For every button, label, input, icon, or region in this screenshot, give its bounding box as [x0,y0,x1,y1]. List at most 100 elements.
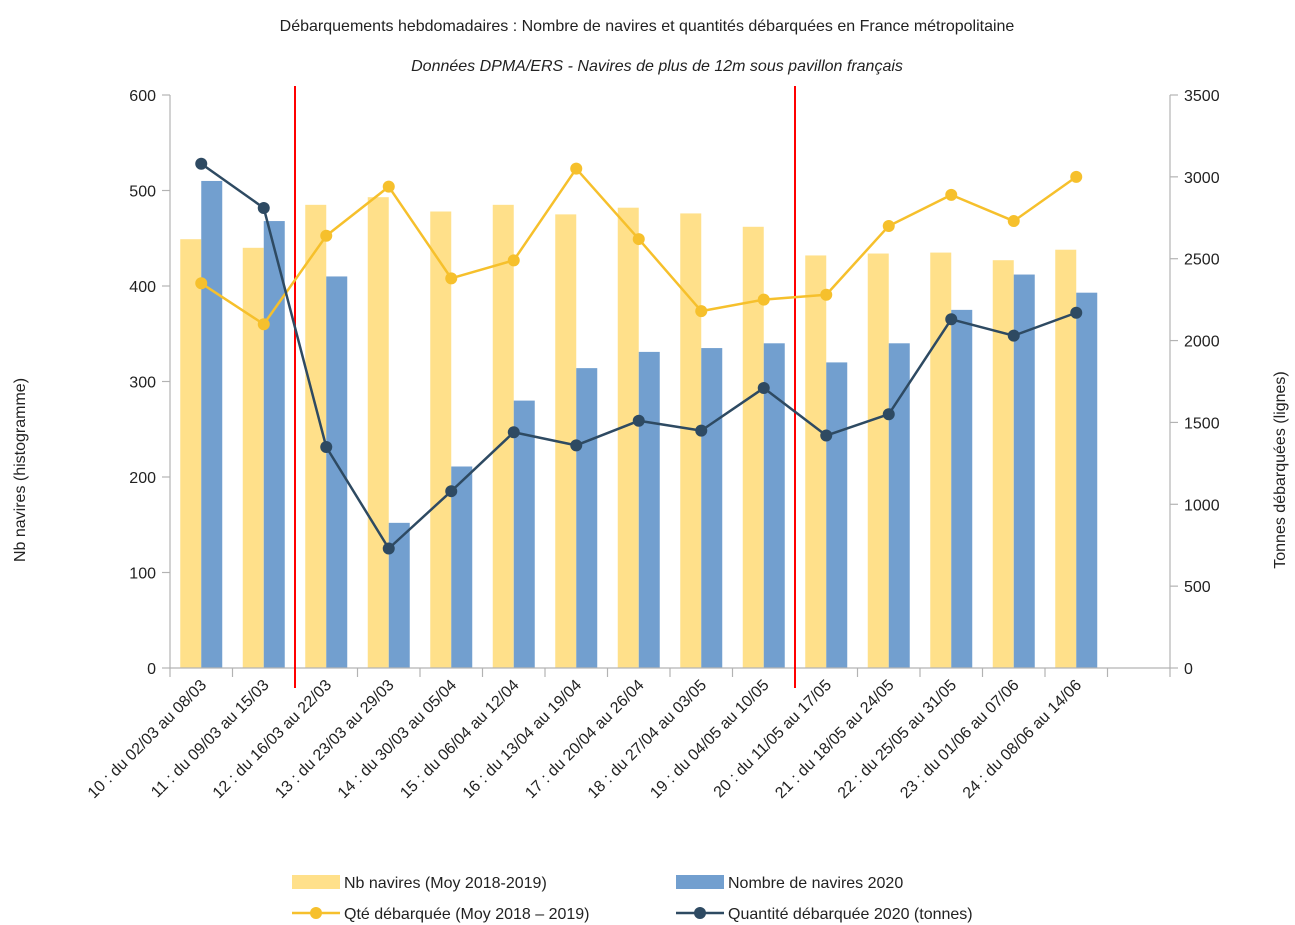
x-tick-label: 10 : du 02/03 au 08/03 [85,677,210,802]
bar-2020-2 [326,276,348,668]
point-2020-0 [195,157,208,170]
bar-2020-7 [638,351,660,668]
point-moy-3 [382,180,395,193]
point-2020-5 [507,426,520,439]
bar-moy-4 [430,211,452,668]
y-left-tick-label: 600 [129,88,156,105]
bar-2020-10 [826,362,848,668]
x-tick-label: 24 : du 08/06 au 14/06 [960,677,1085,802]
y-right-tick-label: 1000 [1184,497,1220,514]
x-tick-label: 18 : du 27/04 au 03/05 [585,677,710,802]
point-moy-0 [195,277,208,290]
bar-2020-13 [1013,274,1035,668]
bar-moy-13 [992,260,1014,668]
lines-layer [195,157,1083,555]
bar-2020-5 [513,400,535,668]
point-moy-10 [820,288,833,301]
point-moy-5 [507,254,520,267]
y-left-tick-label: 200 [129,470,156,487]
bar-2020-11 [888,343,910,668]
legend-swatch-1 [676,875,724,889]
y-left-tick-label: 400 [129,279,156,296]
bar-moy-2 [305,204,327,668]
bar-moy-5 [492,204,514,668]
legend-swatch-marker-3 [694,907,706,919]
point-2020-1 [257,201,270,214]
point-moy-7 [632,233,645,246]
bar-moy-10 [805,255,827,668]
bar-2020-14 [1076,292,1098,668]
y-right-tick-label: 1500 [1184,415,1220,432]
point-moy-8 [695,305,708,318]
point-moy-4 [445,272,458,285]
point-2020-7 [632,414,645,427]
point-2020-2 [320,440,333,453]
point-moy-13 [1007,215,1020,228]
point-moy-12 [945,188,958,201]
point-moy-2 [320,229,333,242]
y-left-tick-label: 100 [129,566,156,583]
x-tick-label: 13 : du 23/03 au 29/03 [272,677,397,802]
bar-moy-6 [555,214,577,668]
legend-label-0: Nb navires (Moy 2018-2019) [344,875,547,892]
markers-layer [294,86,796,688]
point-2020-9 [757,382,770,395]
point-2020-12 [945,313,958,326]
point-2020-4 [445,485,458,498]
y-right-tick-label: 0 [1184,661,1193,678]
x-tick-label: 20 : du 11/05 au 17/05 [711,677,835,801]
x-tick-label: 22 : du 25/05 au 31/05 [835,677,960,802]
point-moy-6 [570,162,583,175]
x-tick-label: 19 : du 04/05 au 10/05 [647,677,772,802]
x-tick-label: 12 : du 16/03 au 22/03 [210,677,335,802]
y-left-tick-label: 0 [147,661,156,678]
bar-2020-0 [201,180,223,668]
legend-label-1: Nombre de navires 2020 [728,875,903,892]
bar-moy-8 [680,213,702,669]
bar-moy-11 [867,253,889,668]
bar-moy-3 [367,197,389,668]
point-2020-3 [382,542,395,555]
y-right-tick-label: 3000 [1184,170,1220,187]
y-left-tick-label: 300 [129,375,156,392]
point-moy-1 [257,318,270,331]
point-2020-11 [882,408,895,421]
bar-moy-14 [1055,249,1077,668]
point-2020-13 [1007,329,1020,342]
y-left-tick-label: 500 [129,184,156,201]
legend: Nb navires (Moy 2018-2019) Nombre de navi… [292,875,973,923]
x-tick-label: 23 : du 01/06 au 07/06 [897,677,1022,802]
y-axis-left-title: Nb navires (histogramme) [12,378,29,562]
point-moy-11 [882,219,895,232]
x-tick-label: 21 : du 18/05 au 24/05 [772,677,897,802]
x-tick-label: 11 : du 09/03 au 15/03 [148,677,272,801]
x-tick-label: 16 : du 13/04 au 19/04 [460,677,585,802]
legend-label-3: Quantité débarquée 2020 (tonnes) [728,906,973,923]
bar-2020-1 [263,221,285,668]
x-tick-label: 14 : du 30/03 au 05/04 [335,677,460,802]
bar-2020-8 [701,348,723,668]
point-moy-14 [1070,170,1083,183]
point-2020-8 [695,424,708,437]
x-tick-label: 17 : du 20/04 au 26/04 [522,677,647,802]
y-right-tick-label: 2500 [1184,252,1220,269]
y-axis-right-title: Tonnes débarquées (lignes) [1272,371,1289,568]
bar-2020-6 [576,368,598,668]
bar-2020-12 [951,309,973,668]
y-right-tick-label: 2000 [1184,334,1220,351]
legend-label-2: Qté débarquée (Moy 2018 – 2019) [344,906,590,923]
y-right-tick-label: 3500 [1184,88,1220,105]
bar-moy-0 [180,239,202,668]
bar-2020-4 [451,466,473,668]
bar-moy-12 [930,252,952,668]
chart-title: Débarquements hebdomadaires : Nombre de … [280,18,1015,35]
axes-layer [162,94,1178,677]
y-right-tick-label: 500 [1184,579,1211,596]
point-2020-14 [1070,306,1083,319]
x-tick-label: 15 : du 06/04 au 12/04 [397,677,522,802]
bar-moy-7 [617,207,639,668]
bar-2020-9 [763,343,785,668]
legend-swatch-0 [292,875,340,889]
bar-2020-3 [388,522,410,668]
